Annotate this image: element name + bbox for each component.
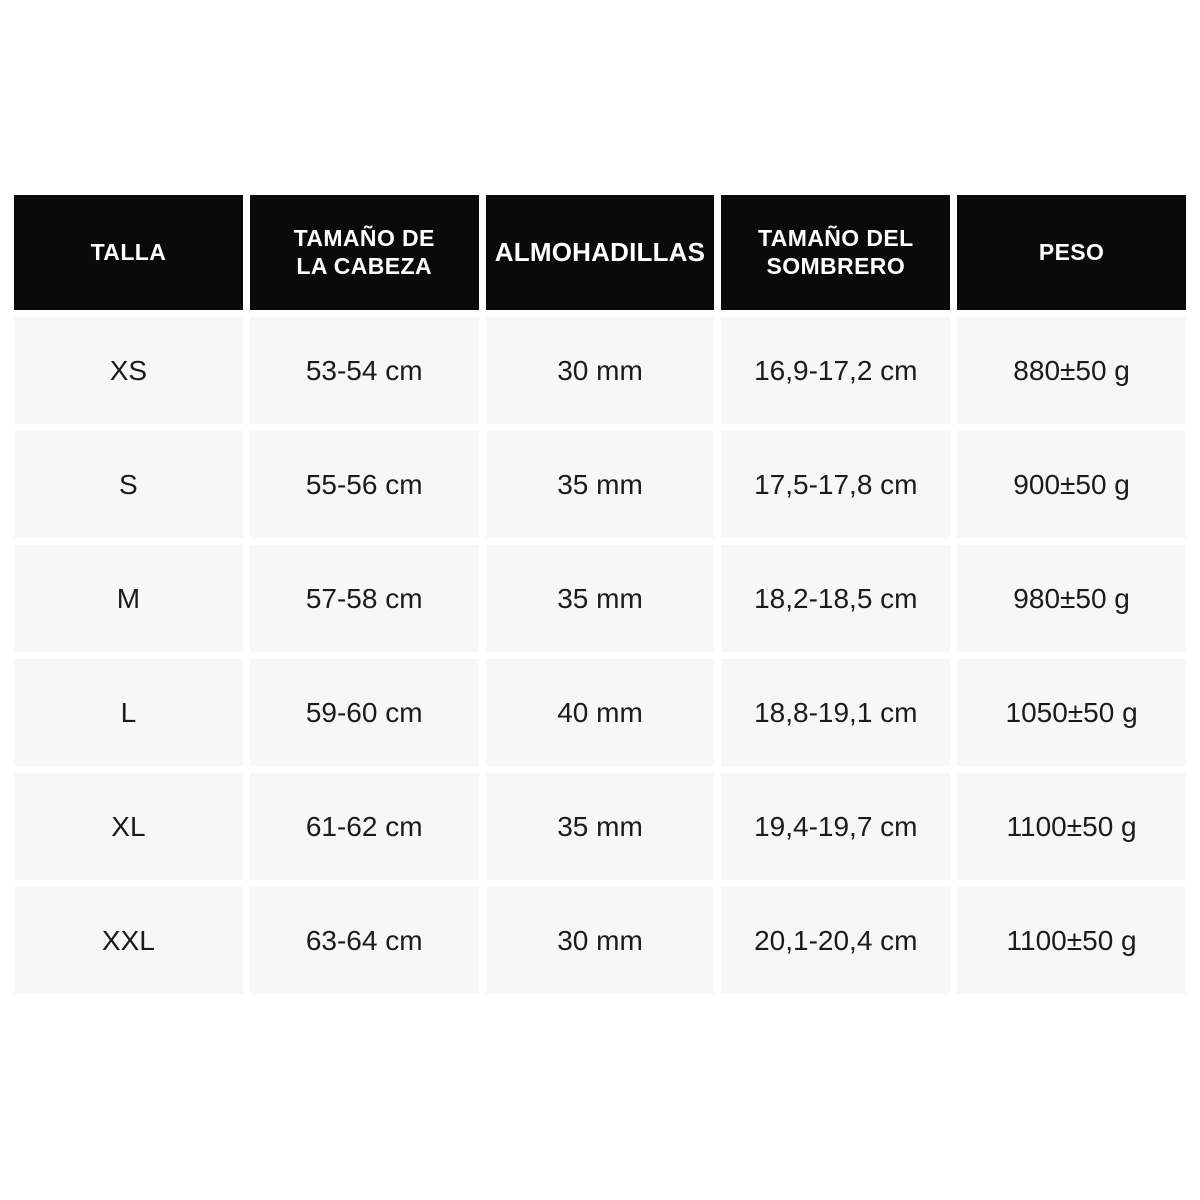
cell-talla: L: [14, 659, 243, 766]
cell-almohadillas: 40 mm: [485, 659, 715, 766]
cell-sombrero: 17,5-17,8 cm: [721, 431, 951, 538]
header-cell-cabeza: TAMAÑO DE LA CABEZA: [249, 195, 479, 310]
cell-peso: 1100±50 g: [957, 773, 1186, 880]
cell-cabeza: 53-54 cm: [249, 317, 479, 424]
table-row: XXL 63-64 cm 30 mm 20,1-20,4 cm 1100±50 g: [14, 887, 1186, 994]
cell-talla: XL: [14, 773, 243, 880]
cell-cabeza: 57-58 cm: [249, 545, 479, 652]
table-row: XS 53-54 cm 30 mm 16,9-17,2 cm 880±50 g: [14, 317, 1186, 424]
cell-peso: 980±50 g: [957, 545, 1186, 652]
cell-almohadillas: 30 mm: [485, 317, 715, 424]
cell-cabeza: 61-62 cm: [249, 773, 479, 880]
header-cell-peso: PESO: [957, 195, 1186, 310]
cell-sombrero: 18,8-19,1 cm: [721, 659, 951, 766]
header-cell-almohadillas: ALMOHADILLAS: [485, 195, 715, 310]
cell-sombrero: 18,2-18,5 cm: [721, 545, 951, 652]
cell-peso: 900±50 g: [957, 431, 1186, 538]
cell-almohadillas: 35 mm: [485, 431, 715, 538]
cell-talla: XXL: [14, 887, 243, 994]
cell-sombrero: 20,1-20,4 cm: [721, 887, 951, 994]
cell-sombrero: 16,9-17,2 cm: [721, 317, 951, 424]
cell-almohadillas: 35 mm: [485, 545, 715, 652]
size-table: TALLA TAMAÑO DE LA CABEZA ALMOHADILLAS TAMA…: [14, 195, 1186, 994]
header-cell-talla: TALLA: [14, 195, 243, 310]
cell-cabeza: 59-60 cm: [249, 659, 479, 766]
cell-talla: M: [14, 545, 243, 652]
cell-peso: 880±50 g: [957, 317, 1186, 424]
table-row: L 59-60 cm 40 mm 18,8-19,1 cm 1050±50 g: [14, 659, 1186, 766]
cell-peso: 1050±50 g: [957, 659, 1186, 766]
table-header-row: TALLA TAMAÑO DE LA CABEZA ALMOHADILLAS TAMA…: [14, 195, 1186, 310]
table-row: XL 61-62 cm 35 mm 19,4-19,7 cm 1100±50 g: [14, 773, 1186, 880]
cell-sombrero: 19,4-19,7 cm: [721, 773, 951, 880]
table-row: M 57-58 cm 35 mm 18,2-18,5 cm 980±50 g: [14, 545, 1186, 652]
cell-talla: S: [14, 431, 243, 538]
cell-almohadillas: 35 mm: [485, 773, 715, 880]
cell-almohadillas: 30 mm: [485, 887, 715, 994]
table-row: S 55-56 cm 35 mm 17,5-17,8 cm 900±50 g: [14, 431, 1186, 538]
cell-cabeza: 63-64 cm: [249, 887, 479, 994]
cell-peso: 1100±50 g: [957, 887, 1186, 994]
cell-talla: XS: [14, 317, 243, 424]
header-cell-sombrero: TAMAÑO DEL SOMBRERO: [721, 195, 951, 310]
cell-cabeza: 55-56 cm: [249, 431, 479, 538]
